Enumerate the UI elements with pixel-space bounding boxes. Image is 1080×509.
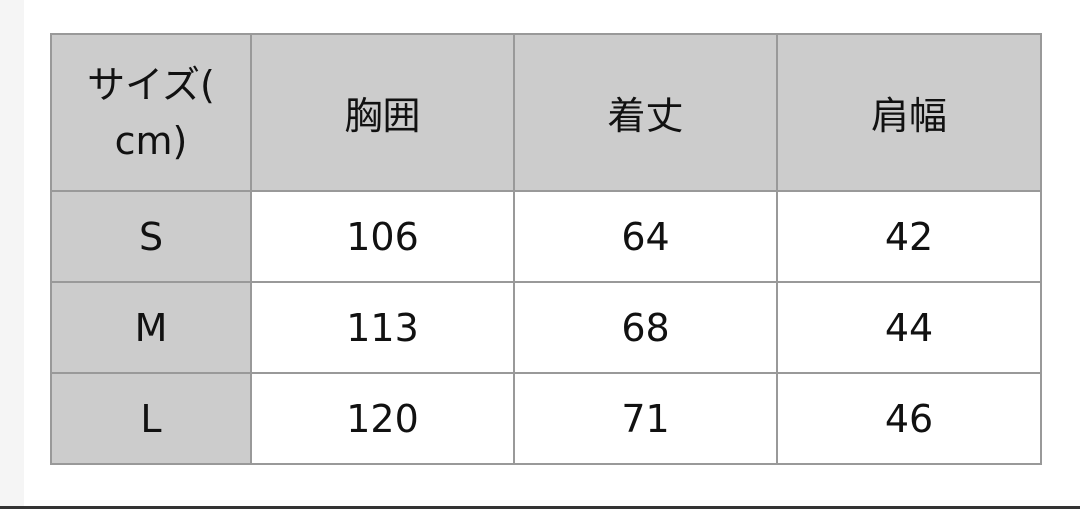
length-cell: 64 (513, 190, 778, 283)
shoulder-cell: 46 (776, 372, 1042, 465)
header-length: 着丈 (513, 33, 778, 192)
size-table: サイズ(cm) 胸囲 着丈 肩幅 S 106 64 42 M 113 68 44… (50, 33, 1042, 465)
header-shoulder: 肩幅 (776, 33, 1042, 192)
chest-cell: 113 (250, 281, 515, 374)
shoulder-cell: 42 (776, 190, 1042, 283)
header-size-text: サイズ(cm) (87, 62, 215, 163)
header-chest: 胸囲 (250, 33, 515, 192)
size-cell: L (50, 372, 252, 465)
size-cell: M (50, 281, 252, 374)
chest-cell: 120 (250, 372, 515, 465)
chest-cell: 106 (250, 190, 515, 283)
header-size: サイズ(cm) (50, 33, 252, 192)
table-row: S 106 64 42 (50, 190, 1042, 283)
length-cell: 68 (513, 281, 778, 374)
bottom-divider (0, 506, 1080, 509)
table-row: M 113 68 44 (50, 281, 1042, 374)
size-cell: S (50, 190, 252, 283)
header-row: サイズ(cm) 胸囲 着丈 肩幅 (50, 33, 1042, 192)
shoulder-cell: 44 (776, 281, 1042, 374)
length-cell: 71 (513, 372, 778, 465)
table-row: L 120 71 46 (50, 372, 1042, 465)
